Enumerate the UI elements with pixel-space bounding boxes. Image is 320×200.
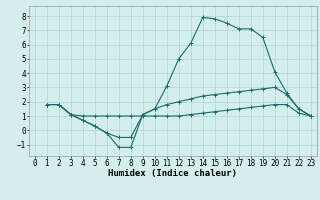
- X-axis label: Humidex (Indice chaleur): Humidex (Indice chaleur): [108, 169, 237, 178]
